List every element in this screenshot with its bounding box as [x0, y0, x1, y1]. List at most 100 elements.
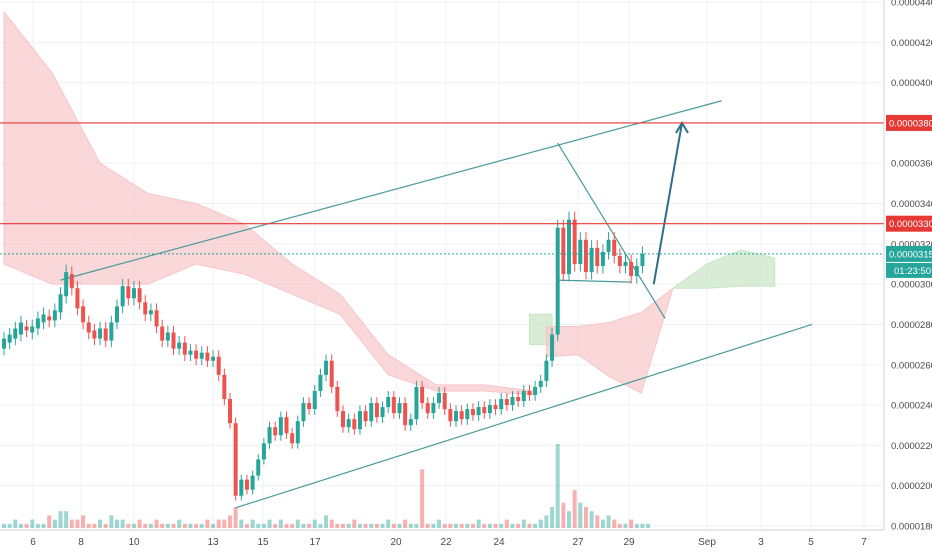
volume-bar [256, 523, 261, 528]
volume-bar [459, 523, 464, 528]
volume-bar [120, 519, 125, 528]
candle-body [290, 433, 295, 444]
candle-body [425, 403, 430, 414]
candle-body [18, 322, 23, 335]
candle-body [52, 310, 57, 321]
volume-bar [137, 519, 142, 528]
volume-bar [414, 523, 419, 528]
volume-bar [126, 523, 131, 528]
volume-bar [431, 523, 436, 528]
volume-bar [403, 519, 408, 528]
candle-body [442, 392, 447, 410]
volume-bar [493, 523, 498, 528]
candle-body [493, 405, 498, 410]
candle-body [538, 380, 543, 387]
x-tick-label: 24 [493, 537, 505, 548]
candle-body [369, 403, 374, 422]
volume-bar [391, 523, 396, 528]
candle-body [278, 417, 283, 436]
volume-bar [516, 523, 521, 528]
volume-bar [52, 519, 57, 528]
candle-body [386, 396, 391, 408]
candle-body [81, 306, 86, 323]
candle-body [120, 286, 125, 307]
volume-bar [425, 523, 430, 528]
volume-bar [363, 523, 368, 528]
countdown-badge [886, 262, 932, 278]
candle-body [346, 419, 351, 428]
candle-body [216, 356, 221, 375]
candle-body [301, 403, 306, 422]
candle-body [58, 294, 63, 313]
candle-body [357, 411, 362, 430]
volume-bar [2, 523, 6, 528]
candle-body [233, 423, 238, 496]
candle-body [267, 427, 272, 444]
volume-bar [504, 519, 509, 528]
ichimoku-cloud [3, 10, 776, 396]
volume-bar [589, 511, 594, 528]
candle-body [24, 326, 29, 331]
candle-body [98, 328, 103, 339]
candle-body [69, 274, 74, 289]
volume-bar [267, 519, 272, 528]
channel-upper-line [60, 100, 722, 281]
candle-body [380, 407, 385, 418]
candle-body [476, 407, 481, 416]
x-tick-label: 6 [30, 537, 36, 548]
x-tick-label: 17 [309, 537, 321, 548]
volume-bar [538, 519, 543, 528]
volume-bar [646, 523, 651, 528]
cloud-bearish-past [3, 10, 533, 396]
volume-bar [278, 519, 283, 528]
volume-bar [369, 523, 374, 528]
candle-body [115, 306, 119, 323]
candle-body [92, 330, 97, 339]
candle-body [86, 322, 91, 333]
y-tick-label: 0.00002800 [891, 320, 932, 331]
volume-bar [374, 523, 379, 528]
volume-bar [380, 523, 385, 528]
volume-bar [499, 523, 504, 528]
candle-body [273, 427, 278, 436]
candle-body [397, 403, 402, 414]
candle-body [465, 409, 470, 420]
volume-bar [250, 519, 255, 528]
volume-bar [160, 523, 165, 528]
x-tick-label: Sep [698, 537, 716, 548]
candle-body [329, 360, 334, 387]
volume-bar [103, 523, 108, 528]
volume-bar [606, 515, 611, 528]
candle-body [454, 411, 458, 422]
candle-body [374, 403, 379, 418]
candle-body [437, 392, 442, 404]
y-tick-label: 0.00002000 [891, 481, 932, 492]
resistance-badge [886, 215, 932, 232]
candle-body [521, 390, 526, 402]
volume-bar [454, 523, 458, 528]
volume-bar [623, 523, 628, 528]
volume-bar [35, 523, 40, 528]
candle-body [352, 419, 357, 430]
volume-bar [216, 519, 221, 528]
volume-bar [617, 523, 622, 528]
volume-bar [228, 515, 232, 528]
volume-bar [561, 502, 566, 528]
volume-bar [357, 523, 362, 528]
candle-body [137, 288, 142, 303]
candle-body [487, 405, 492, 414]
candle-body [284, 417, 289, 434]
volume-bar [470, 523, 475, 528]
candle-body [640, 253, 645, 267]
candle-body [250, 475, 255, 490]
candle-body [612, 239, 617, 256]
candle-body [606, 239, 611, 252]
candle-body [533, 386, 538, 395]
volume-bar [318, 523, 323, 528]
candle-body [13, 328, 18, 339]
x-tick-label: 7 [861, 537, 867, 548]
candle-body [324, 360, 329, 375]
